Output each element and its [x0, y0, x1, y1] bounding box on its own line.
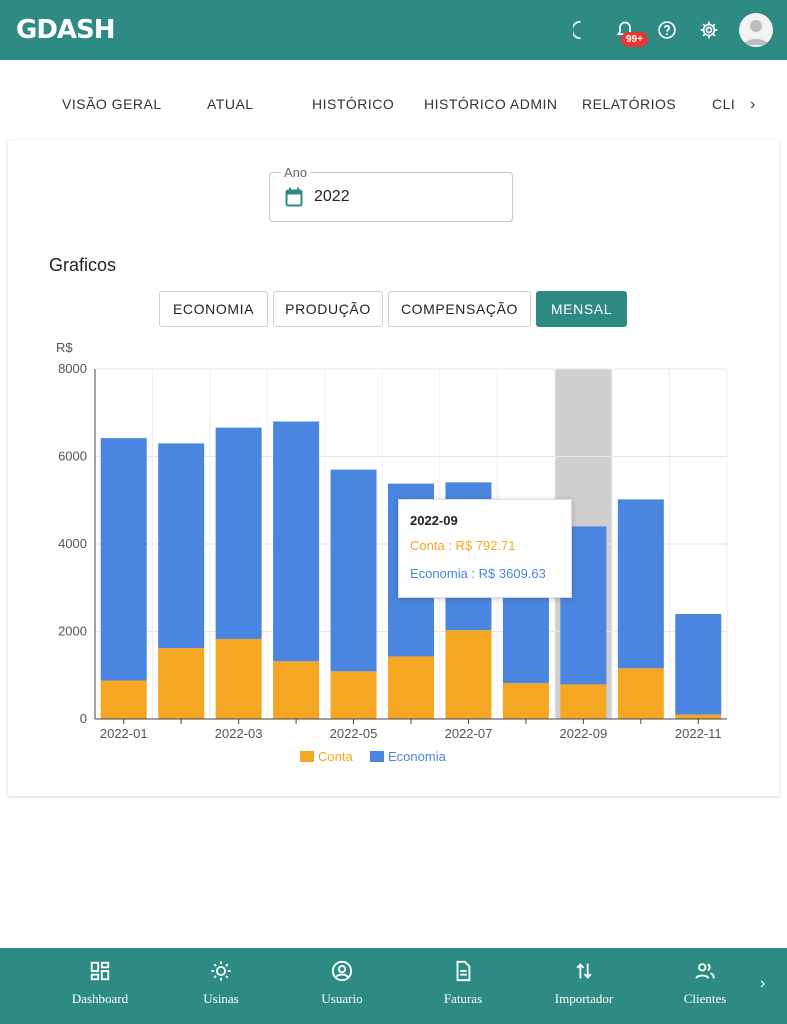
x-tick-label: 2022-05: [330, 726, 378, 741]
bar-economia: [617, 499, 664, 669]
year-value[interactable]: 2022: [314, 188, 350, 205]
x-tick-label: 2022-11: [675, 726, 722, 741]
bar-economia: [675, 614, 722, 715]
tooltip-conta-value: Conta : R$ 792.71: [410, 538, 516, 553]
economia-button[interactable]: ECONOMIA: [159, 291, 268, 327]
bar-economia: [330, 469, 377, 672]
nav-label: Clientes: [683, 991, 727, 1006]
nav-label: Usinas: [203, 991, 239, 1006]
dark-mode-icon[interactable]: [571, 18, 595, 42]
tab-atual[interactable]: ATUAL: [207, 96, 254, 112]
year-picker-field[interactable]: [269, 172, 513, 222]
calendar-icon[interactable]: [285, 187, 303, 212]
nav-label: Faturas: [443, 991, 483, 1006]
legend-swatch: [370, 751, 384, 762]
bar-conta: [617, 668, 664, 719]
year-picker-label: Ano: [281, 165, 311, 180]
tab-visao-geral[interactable]: VISÃO GERAL: [62, 96, 162, 112]
bar-economia: [158, 443, 205, 649]
notifications-icon[interactable]: 99+: [613, 18, 648, 47]
bar-conta: [273, 661, 320, 719]
x-tick-label: 2022-01: [100, 726, 148, 741]
bar-conta: [158, 648, 205, 719]
nav-dashboard[interactable]: Dashboard: [45, 948, 155, 1024]
user-circle-icon: [331, 960, 353, 982]
legend-swatch: [300, 751, 314, 762]
monthly-stacked-bar-chart: 0 2000 4000 6000 8000 R$ 2022-01 2022-03 2022-05…: [56, 340, 728, 764]
chevron-right-icon[interactable]: ›: [750, 96, 756, 113]
bottom-navigation: Dashboard Usinas Usuario Faturas Importa…: [0, 948, 787, 1024]
nav-importador[interactable]: Importador: [529, 948, 639, 1024]
nav-label: Usuario: [321, 991, 363, 1006]
bar-economia: [273, 421, 320, 662]
document-icon: [456, 960, 471, 982]
y-tick-label: 4000: [58, 536, 87, 551]
settings-gear-icon[interactable]: [697, 18, 721, 42]
producao-button[interactable]: PRODUÇÃO: [273, 291, 383, 327]
bar-conta: [445, 630, 492, 719]
chart-tooltip: 2022-09 Conta : R$ 792.71 Economia : R$ …: [398, 499, 572, 598]
tab-relatorios[interactable]: RELATÓRIOS: [582, 96, 677, 112]
legend-label: Conta: [318, 749, 353, 764]
bar-conta: [330, 671, 377, 719]
nav-usinas[interactable]: Usinas: [166, 948, 276, 1024]
y-tick-label: 8000: [58, 361, 87, 376]
legend-label: Economia: [388, 749, 447, 764]
nav-faturas[interactable]: Faturas: [408, 948, 518, 1024]
tab-clientes-truncated[interactable]: CLI: [712, 96, 736, 112]
notification-badge: 99+: [621, 32, 648, 47]
people-icon: [695, 963, 715, 979]
bar-conta: [100, 680, 147, 719]
bar-conta: [675, 714, 722, 719]
chevron-right-icon[interactable]: ›: [760, 975, 766, 992]
y-tick-label: 0: [80, 711, 87, 726]
nav-usuario[interactable]: Usuario: [287, 948, 397, 1024]
tooltip-economia-value: Economia : R$ 3609.63: [410, 566, 546, 581]
user-avatar[interactable]: [739, 13, 773, 47]
swap-vertical-icon: [576, 963, 592, 979]
tab-historico[interactable]: HISTÓRICO: [312, 96, 395, 112]
nav-label: Importador: [554, 991, 614, 1006]
y-tick-label: 6000: [58, 449, 87, 464]
help-icon[interactable]: [655, 18, 679, 42]
bar-economia: [100, 438, 147, 681]
x-tick-label: 2022-09: [560, 726, 608, 741]
sun-icon: [211, 961, 231, 981]
x-tick-label: 2022-07: [445, 726, 493, 741]
bar-conta: [388, 656, 434, 719]
bar-conta: [560, 684, 607, 719]
bar-economia: [215, 427, 262, 639]
app-logo[interactable]: GDASH: [16, 15, 116, 45]
y-tick-label: 2000: [58, 624, 87, 639]
grid-icon: [90, 961, 110, 981]
section-title: Graficos: [49, 255, 117, 275]
mensal-button[interactable]: MENSAL: [536, 291, 627, 327]
nav-label: Dashboard: [71, 991, 129, 1006]
compensacao-button[interactable]: COMPENSAÇÃO: [388, 291, 531, 327]
tab-historico-admin[interactable]: HISTÓRICO ADMIN: [424, 96, 558, 112]
bar-conta: [215, 638, 262, 719]
tooltip-title: 2022-09: [410, 513, 458, 528]
x-tick-label: 2022-03: [215, 726, 263, 741]
bar-conta: [502, 683, 549, 719]
top-app-bar: GDASH 99+: [0, 0, 787, 60]
y-axis-label: R$: [56, 340, 73, 355]
nav-clientes[interactable]: Clientes: [650, 948, 760, 1024]
